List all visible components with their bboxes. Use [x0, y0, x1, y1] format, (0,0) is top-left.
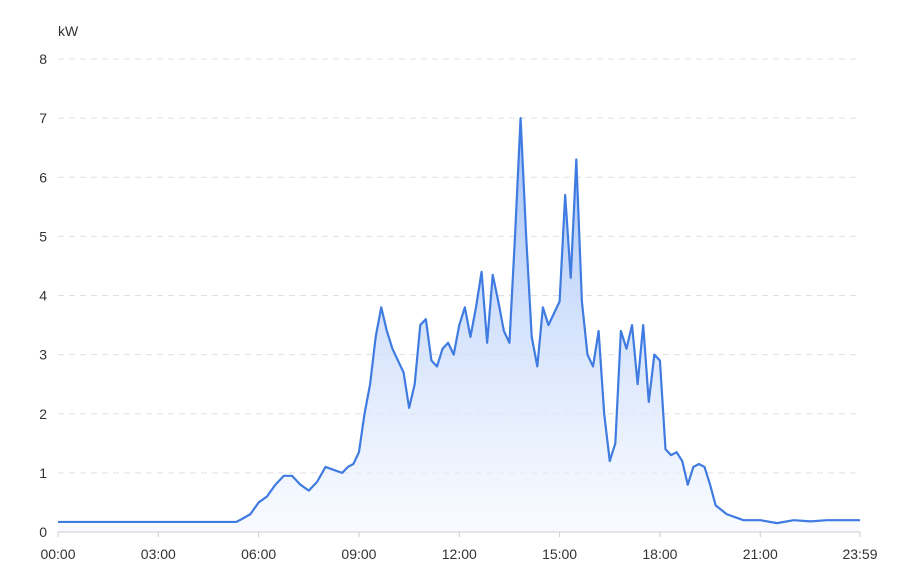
series-area-fill — [58, 118, 860, 532]
area-layer — [58, 117, 860, 532]
x-tick-label: 21:00 — [743, 546, 778, 562]
y-tick-label: 7 — [39, 110, 47, 126]
x-tick-label: 23:59 — [842, 546, 877, 562]
y-tick-label: 2 — [39, 406, 47, 422]
x-tick-label: 06:00 — [241, 546, 276, 562]
y-tick-label: 3 — [39, 347, 47, 363]
y-tick-label: 4 — [39, 288, 47, 304]
y-axis-unit-label: kW — [58, 23, 79, 39]
y-tick-label: 6 — [39, 169, 47, 185]
series-line — [58, 117, 860, 525]
x-tick-label: 03:00 — [141, 546, 176, 562]
y-tick-label: 8 — [39, 51, 47, 67]
axis-layer: 0 1 2 3 4 5 6 7 8 00:00 03:00 06:00 09:00 12:00 15:00 1… — [39, 51, 878, 562]
y-tick-label: 0 — [39, 524, 47, 540]
x-tick-label: 15:00 — [542, 546, 577, 562]
y-tick-label: 1 — [39, 465, 47, 481]
x-tick-label: 12:00 — [442, 546, 477, 562]
y-tick-label: 5 — [39, 228, 47, 244]
x-tick-label: 09:00 — [341, 546, 376, 562]
x-tick-label: 18:00 — [642, 546, 677, 562]
x-tick-label: 00:00 — [40, 546, 75, 562]
